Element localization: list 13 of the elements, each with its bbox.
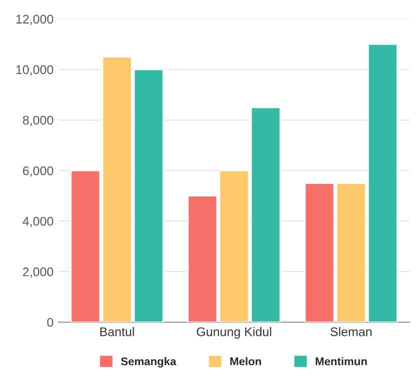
x-tick-label: Gunung Kidul (196, 327, 272, 339)
legend-label: Semangka (121, 357, 176, 368)
y-tick-label: 4,000 (22, 216, 54, 228)
y-tick-label: 6,000 (23, 166, 54, 177)
legend-label: Melon (230, 357, 261, 366)
legend-label: Mentimun (316, 357, 367, 366)
y-tick-label: 10,000 (16, 65, 54, 76)
x-tick-label: Bantul (100, 327, 134, 336)
y-tick-label: 2,000 (23, 267, 54, 278)
x-tick-label: Sleman (330, 327, 372, 336)
y-tick-label: 0 (47, 318, 54, 327)
y-tick-label: 8,000 (22, 116, 54, 126)
y-tick-label: 12,000 (16, 14, 54, 26)
